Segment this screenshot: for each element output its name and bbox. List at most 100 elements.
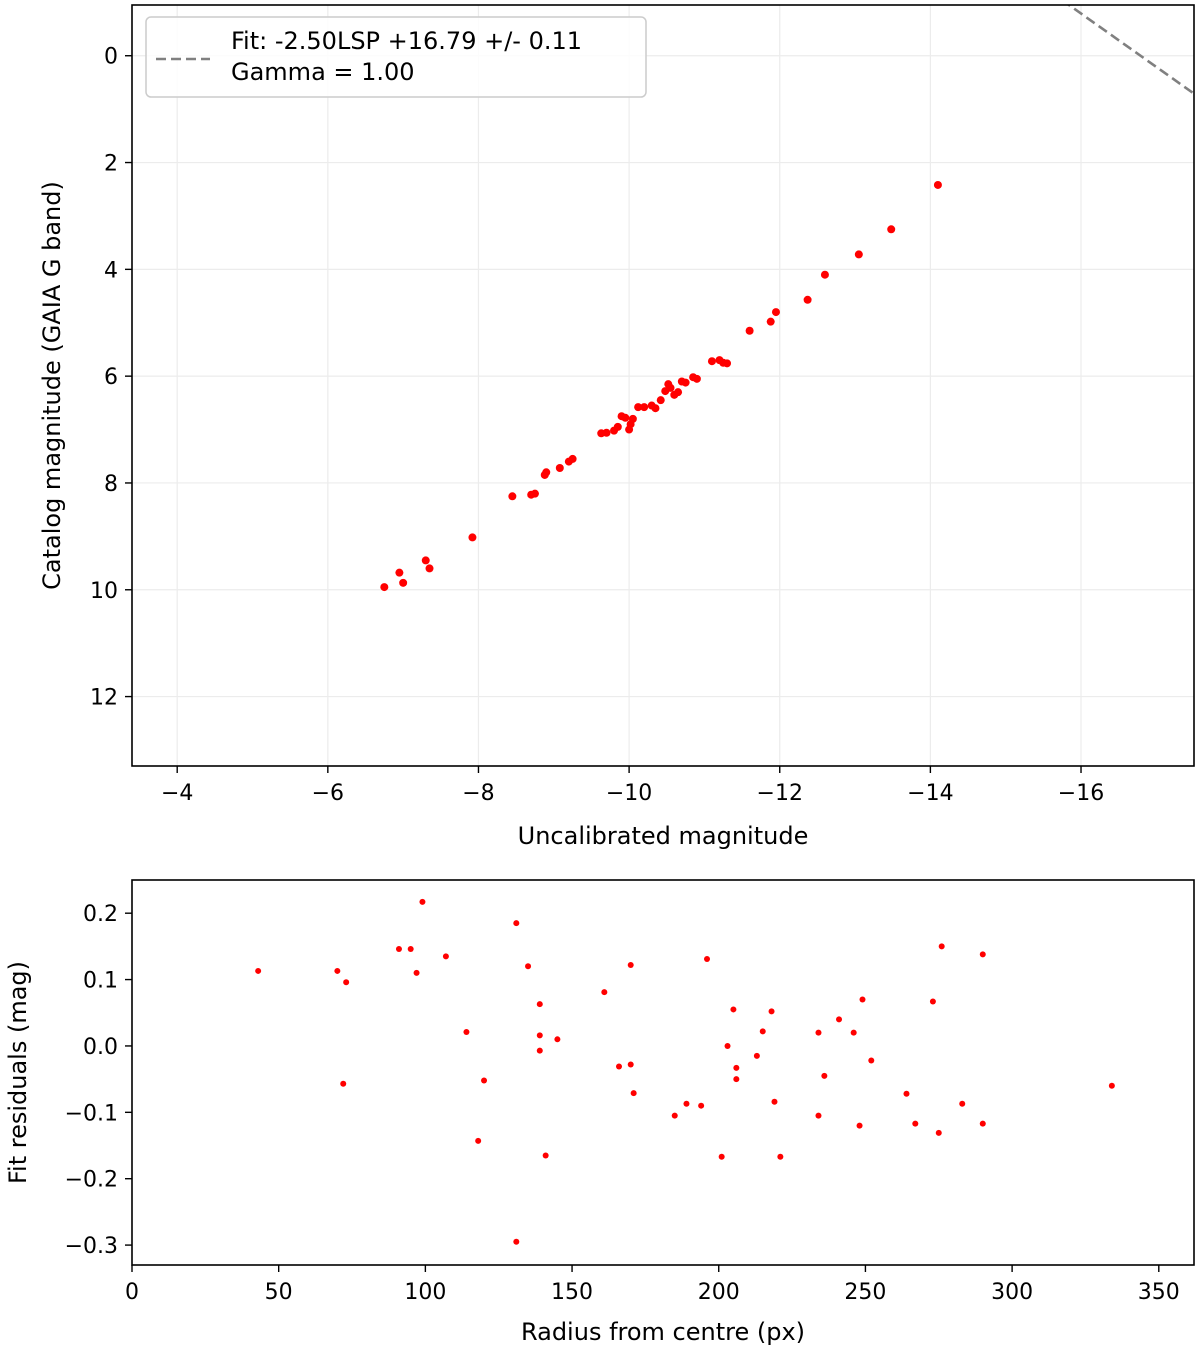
residual-point — [513, 920, 520, 927]
residual-point — [815, 1029, 822, 1036]
residual-point — [542, 1152, 549, 1159]
calibration-x-axis-label: Uncalibrated magnitude — [518, 822, 809, 850]
calibration-y-tick-label: 4 — [104, 258, 118, 283]
legend-box — [145, 16, 647, 98]
calibration-point — [692, 374, 701, 383]
calibration-x-tick-label: −16 — [1058, 781, 1104, 806]
calibration-point — [707, 357, 716, 366]
residual-point — [912, 1120, 919, 1127]
calibration-y-tick-label: 0 — [104, 45, 118, 70]
residual-point — [627, 961, 634, 968]
residual-point — [334, 967, 341, 974]
calibration-point — [468, 533, 477, 542]
residual-point — [979, 951, 986, 958]
residual-point — [938, 943, 945, 950]
residual-point — [777, 1153, 784, 1160]
calibration-point — [555, 464, 564, 473]
residual-point — [759, 1028, 766, 1035]
residual-point — [413, 969, 420, 976]
residual-point — [704, 955, 711, 962]
calibration-plot: −4 −6 −8 −10 −12 −14 −16 0 2 4 6 8 10 12 Uncalibrate… — [38, 4, 1195, 850]
calibration-point — [933, 180, 942, 189]
residual-point — [536, 1032, 543, 1039]
calibration-point — [640, 403, 649, 412]
residuals-x-tick-label: 300 — [991, 1280, 1033, 1305]
residuals-plot: 0 50 100 150 200 250 300 350 0.2 0.1 0.0 −0.1 −0.2 −… — [4, 879, 1195, 1346]
residual-point — [554, 1036, 561, 1043]
residual-point — [868, 1057, 875, 1064]
calibration-plot-frame — [131, 4, 1195, 767]
residual-point — [525, 963, 532, 970]
calibration-points — [380, 180, 942, 592]
calibration-x-ticks: −4 −6 −8 −10 −12 −14 −16 — [161, 766, 1104, 806]
residual-point — [836, 1016, 843, 1023]
calibration-point — [666, 383, 675, 392]
residual-point — [979, 1120, 986, 1127]
residual-point — [481, 1077, 488, 1084]
residuals-y-tick-label: −0.1 — [65, 1101, 118, 1126]
residual-point — [733, 1064, 740, 1071]
residual-point — [771, 1098, 778, 1105]
residual-point — [615, 1063, 622, 1070]
residuals-x-tick-label: 0 — [125, 1280, 139, 1305]
calibration-point — [508, 492, 517, 501]
calibration-point — [766, 317, 775, 326]
residuals-x-tick-label: 50 — [265, 1280, 293, 1305]
calibration-point — [651, 404, 660, 413]
residual-point — [753, 1052, 760, 1059]
residuals-x-ticks: 0 50 100 150 200 250 300 350 — [125, 1265, 1180, 1305]
calibration-y-tick-label: 6 — [104, 365, 118, 390]
calibration-point — [723, 359, 732, 368]
calibration-y-tick-label: 10 — [90, 579, 118, 604]
residual-point — [343, 979, 350, 986]
residuals-y-tick-label: 0.1 — [83, 969, 118, 994]
residual-point — [903, 1090, 910, 1097]
residual-point — [929, 998, 936, 1005]
residuals-x-tick-label: 200 — [698, 1280, 740, 1305]
calibration-point — [803, 295, 812, 304]
calibration-x-tick-label: −12 — [757, 781, 803, 806]
calibration-point — [602, 428, 611, 437]
residual-point — [850, 1029, 857, 1036]
residual-point — [859, 996, 866, 1003]
residual-point — [724, 1042, 731, 1049]
legend-gamma-label: Gamma = 1.00 — [231, 58, 415, 86]
calibration-point — [854, 250, 863, 259]
residual-point — [733, 1076, 740, 1083]
residual-point — [671, 1112, 678, 1119]
calibration-grid — [132, 5, 1194, 766]
calibration-point — [399, 578, 408, 587]
calibration-point — [656, 396, 665, 405]
residuals-y-tick-label: 0.2 — [83, 902, 118, 927]
calibration-point — [530, 489, 539, 498]
residuals-y-ticks: 0.2 0.1 0.0 −0.1 −0.2 −0.3 — [65, 902, 132, 1259]
calibration-point — [887, 225, 896, 234]
residual-point — [768, 1008, 775, 1015]
residuals-x-tick-label: 350 — [1138, 1280, 1180, 1305]
residual-point — [601, 989, 608, 996]
calibration-point — [395, 568, 404, 577]
calibration-point — [380, 583, 389, 592]
residuals-y-tick-label: 0.0 — [83, 1035, 118, 1060]
residual-point — [255, 967, 262, 974]
residual-points — [255, 898, 1115, 1245]
residual-point — [536, 1047, 543, 1054]
calibration-point — [421, 556, 430, 565]
residual-point — [698, 1102, 705, 1109]
calibration-point — [634, 403, 643, 412]
calibration-point — [568, 454, 577, 463]
calibration-y-ticks: 0 2 4 6 8 10 12 — [90, 45, 132, 711]
residuals-y-axis-label: Fit residuals (mag) — [4, 961, 32, 1184]
residual-point — [463, 1029, 470, 1036]
residual-point — [1108, 1082, 1115, 1089]
residuals-x-tick-label: 100 — [404, 1280, 446, 1305]
residual-point — [340, 1080, 347, 1087]
residual-point — [513, 1238, 520, 1245]
calibration-x-tick-label: −10 — [606, 781, 652, 806]
residual-point — [407, 946, 414, 953]
residuals-x-tick-label: 150 — [551, 1280, 593, 1305]
residuals-y-tick-label: −0.3 — [65, 1234, 118, 1259]
calibration-x-tick-label: −4 — [161, 781, 193, 806]
calibration-y-axis-label: Catalog magnitude (GAIA G band) — [38, 181, 66, 590]
